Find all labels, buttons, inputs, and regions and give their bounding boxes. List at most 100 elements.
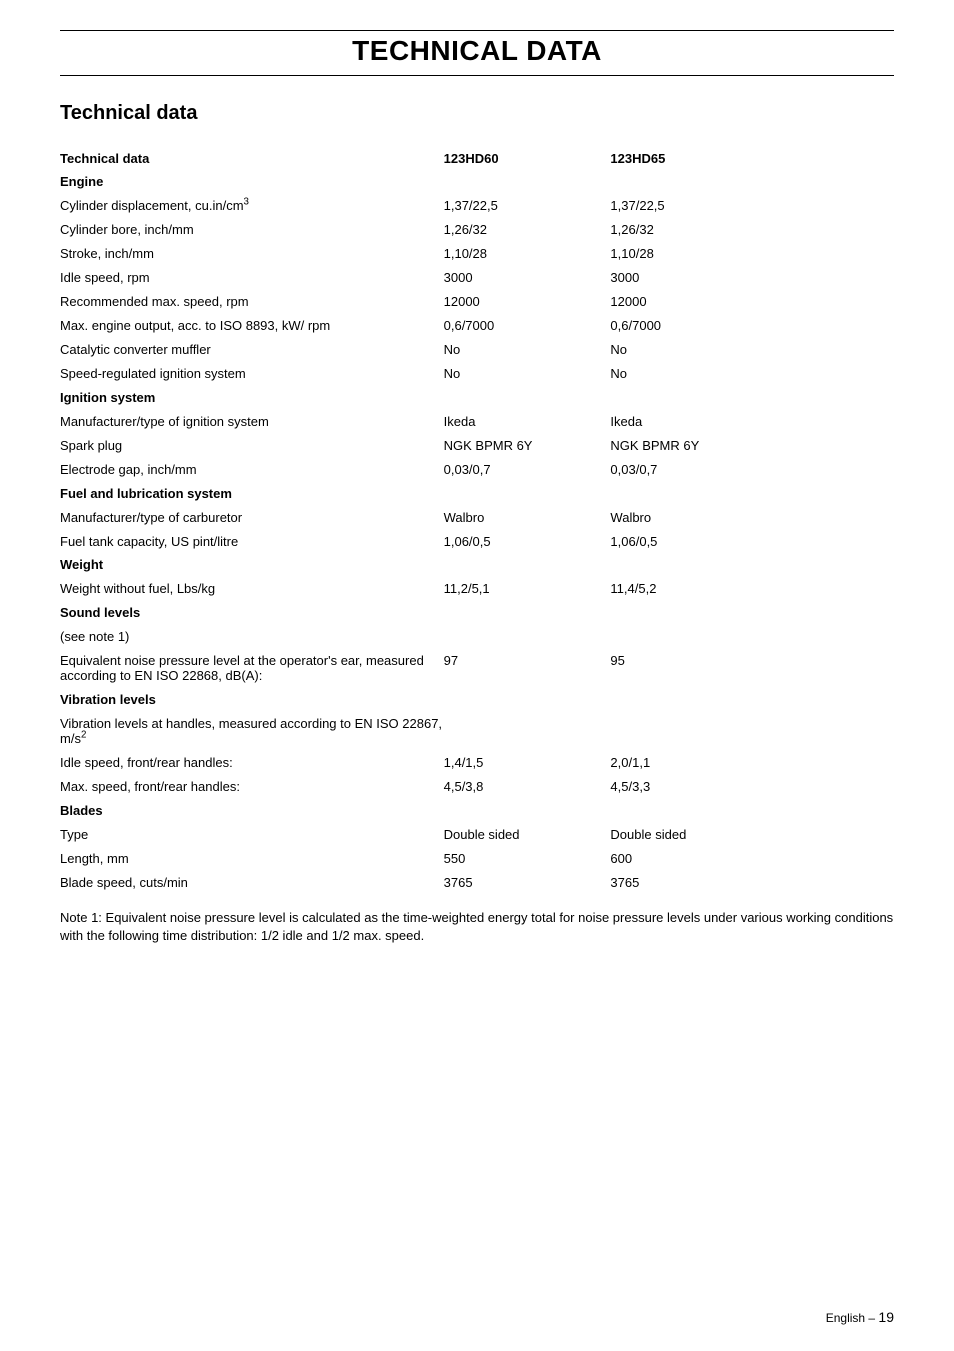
section-heading: Blades — [60, 799, 894, 823]
col-header-model2: 123HD65 — [610, 147, 894, 171]
spec-label: Vibration levels at handles, measured ac… — [60, 713, 444, 752]
superscript: 2 — [81, 730, 86, 741]
table-row: Electrode gap, inch/mm0,03/0,70,03/0,7 — [60, 458, 894, 482]
spec-value-model1: 1,06/0,5 — [444, 530, 611, 554]
spec-value-model2: 2,0/1,1 — [610, 751, 894, 775]
spec-label: Equivalent noise pressure level at the o… — [60, 650, 444, 689]
section-heading-row: Ignition system — [60, 386, 894, 410]
spec-value-model1: Ikeda — [444, 410, 611, 434]
spec-value-model1: 550 — [444, 847, 611, 871]
spec-label: (see note 1) — [60, 626, 444, 650]
spec-value-model1: 1,37/22,5 — [444, 195, 611, 219]
table-row: Manufacturer/type of ignition systemIked… — [60, 410, 894, 434]
spec-value-model1: 1,4/1,5 — [444, 751, 611, 775]
spec-value-model1: 0,6/7000 — [444, 315, 611, 339]
spec-label: Blade speed, cuts/min — [60, 871, 444, 895]
spec-value-model2: 1,10/28 — [610, 243, 894, 267]
spec-value-model2 — [610, 626, 894, 650]
spec-label: Speed-regulated ignition system — [60, 362, 444, 386]
spec-value-model1: 3000 — [444, 267, 611, 291]
spec-value-model1: No — [444, 339, 611, 363]
spec-value-model2: No — [610, 339, 894, 363]
table-row: Idle speed, front/rear handles:1,4/1,52,… — [60, 751, 894, 775]
spec-value-model2: 1,06/0,5 — [610, 530, 894, 554]
table-header-row: Technical data 123HD60 123HD65 — [60, 147, 894, 171]
section-heading-row: Blades — [60, 799, 894, 823]
spec-label: Manufacturer/type of carburetor — [60, 506, 444, 530]
table-row: Cylinder bore, inch/mm1,26/321,26/32 — [60, 219, 894, 243]
spec-label: Cylinder displacement, cu.in/cm3 — [60, 195, 444, 219]
spec-value-model2: 12000 — [610, 291, 894, 315]
spec-label: Max. speed, front/rear handles: — [60, 775, 444, 799]
section-heading: Fuel and lubrication system — [60, 482, 894, 506]
spec-label: Max. engine output, acc. to ISO 8893, kW… — [60, 315, 444, 339]
spec-value-model2: 3765 — [610, 871, 894, 895]
table-row: Fuel tank capacity, US pint/litre1,06/0,… — [60, 530, 894, 554]
spec-label: Length, mm — [60, 847, 444, 871]
table-row: Max. engine output, acc. to ISO 8893, kW… — [60, 315, 894, 339]
spec-label: Spark plug — [60, 434, 444, 458]
spec-value-model2: No — [610, 362, 894, 386]
table-row: Speed-regulated ignition systemNoNo — [60, 362, 894, 386]
table-row: Idle speed, rpm30003000 — [60, 267, 894, 291]
spec-label: Type — [60, 823, 444, 847]
spec-value-model1 — [444, 626, 611, 650]
section-heading-row: Sound levels — [60, 602, 894, 626]
spec-value-model1: 4,5/3,8 — [444, 775, 611, 799]
footer-dash: – — [865, 1311, 878, 1325]
spec-value-model2: 0,03/0,7 — [610, 458, 894, 482]
spec-value-model2: Double sided — [610, 823, 894, 847]
spec-value-model2: 95 — [610, 650, 894, 689]
spec-value-model1 — [444, 713, 611, 752]
table-row: Spark plugNGK BPMR 6YNGK BPMR 6Y — [60, 434, 894, 458]
spec-value-model1: 1,10/28 — [444, 243, 611, 267]
spec-table: Technical data 123HD60 123HD65 EngineCyl… — [60, 147, 894, 895]
spec-value-model1: 1,26/32 — [444, 219, 611, 243]
spec-value-model2: 600 — [610, 847, 894, 871]
section-heading-row: Vibration levels — [60, 689, 894, 713]
superscript: 3 — [244, 197, 249, 208]
section-heading: Engine — [60, 171, 894, 195]
spec-value-model2: 1,26/32 — [610, 219, 894, 243]
page-title: TECHNICAL DATA — [60, 35, 894, 67]
spec-label: Fuel tank capacity, US pint/litre — [60, 530, 444, 554]
table-row: Length, mm550600 — [60, 847, 894, 871]
spec-label: Cylinder bore, inch/mm — [60, 219, 444, 243]
spec-value-model2 — [610, 713, 894, 752]
spec-value-model1: 0,03/0,7 — [444, 458, 611, 482]
spec-value-model1: Walbro — [444, 506, 611, 530]
table-row: Recommended max. speed, rpm1200012000 — [60, 291, 894, 315]
spec-label: Electrode gap, inch/mm — [60, 458, 444, 482]
page-footer: English – 19 — [826, 1309, 894, 1325]
spec-label: Idle speed, front/rear handles: — [60, 751, 444, 775]
spec-label: Idle speed, rpm — [60, 267, 444, 291]
note-text: Note 1: Equivalent noise pressure level … — [60, 909, 894, 944]
spec-label: Weight without fuel, Lbs/kg — [60, 578, 444, 602]
spec-value-model2: 4,5/3,3 — [610, 775, 894, 799]
table-row: (see note 1) — [60, 626, 894, 650]
spec-value-model1: 11,2/5,1 — [444, 578, 611, 602]
section-heading-row: Engine — [60, 171, 894, 195]
spec-label: Stroke, inch/mm — [60, 243, 444, 267]
section-heading: Weight — [60, 554, 894, 578]
table-row: Max. speed, front/rear handles:4,5/3,84,… — [60, 775, 894, 799]
spec-value-model2: 0,6/7000 — [610, 315, 894, 339]
spec-value-model1: 3765 — [444, 871, 611, 895]
section-heading: Vibration levels — [60, 689, 894, 713]
spec-label: Catalytic converter muffler — [60, 339, 444, 363]
table-row: Manufacturer/type of carburetorWalbroWal… — [60, 506, 894, 530]
spec-value-model2: 11,4/5,2 — [610, 578, 894, 602]
spec-value-model1: No — [444, 362, 611, 386]
table-row: Equivalent noise pressure level at the o… — [60, 650, 894, 689]
section-title: Technical data — [60, 102, 894, 125]
col-header-model1: 123HD60 — [444, 147, 611, 171]
col-header-label: Technical data — [60, 147, 444, 171]
spec-value-model1: Double sided — [444, 823, 611, 847]
table-row: Weight without fuel, Lbs/kg11,2/5,111,4/… — [60, 578, 894, 602]
table-row: Stroke, inch/mm1,10/281,10/28 — [60, 243, 894, 267]
section-heading: Ignition system — [60, 386, 894, 410]
spec-label: Recommended max. speed, rpm — [60, 291, 444, 315]
rule-top — [60, 30, 894, 31]
section-heading-row: Weight — [60, 554, 894, 578]
spec-value-model1: 97 — [444, 650, 611, 689]
